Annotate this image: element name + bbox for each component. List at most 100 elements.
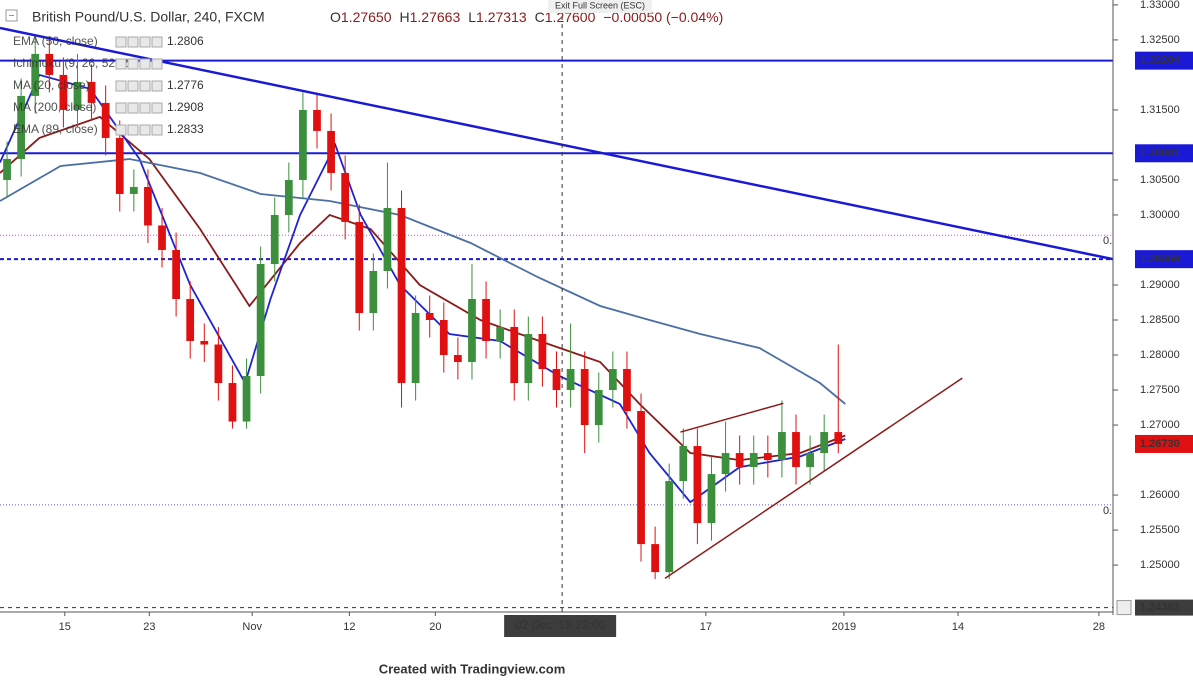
x-tick-label: 12 bbox=[343, 621, 355, 633]
candle-body bbox=[735, 453, 744, 468]
x-tick-label: 23 bbox=[143, 621, 155, 633]
y-tick-label: 1.32500 bbox=[1140, 34, 1180, 46]
crosshair-x-label: 02 Dec '18 22:00 bbox=[515, 618, 606, 632]
symbol-title: British Pound/U.S. Dollar, 240, FXCM bbox=[32, 9, 265, 25]
trendline bbox=[0, 26, 1114, 261]
indicator-legend-value: 1.2908 bbox=[167, 100, 204, 114]
indicator-icon[interactable] bbox=[139, 80, 151, 92]
indicator-legend-value: 1.2776 bbox=[167, 78, 204, 92]
candle-body bbox=[637, 411, 645, 545]
exit-fullscreen-button[interactable] bbox=[548, 0, 652, 13]
indicator-icon[interactable] bbox=[127, 80, 139, 92]
indicator-icon[interactable] bbox=[115, 36, 127, 48]
last-price-box bbox=[1135, 434, 1193, 453]
candle-body bbox=[693, 446, 702, 524]
candle-body bbox=[425, 313, 434, 321]
exit-fullscreen-text[interactable]: Exit Full Screen (ESC) bbox=[555, 0, 645, 10]
candle-body bbox=[129, 186, 138, 194]
indicator-icon[interactable] bbox=[139, 36, 151, 48]
x-tick-label: Nov bbox=[242, 621, 262, 633]
candle-body bbox=[327, 130, 335, 173]
indicator-icon[interactable] bbox=[151, 36, 163, 48]
trendline bbox=[680, 402, 784, 433]
candle-body bbox=[214, 344, 223, 384]
candle-body bbox=[313, 109, 321, 131]
candle-body bbox=[397, 207, 406, 384]
level-label: 1.30881 bbox=[1140, 147, 1180, 159]
y-tick-label: 1.28000 bbox=[1140, 349, 1180, 361]
indicator-icon[interactable] bbox=[127, 102, 139, 114]
candle-body bbox=[665, 481, 674, 573]
candle-body bbox=[270, 214, 279, 264]
y-tick-label: 1.31500 bbox=[1140, 104, 1180, 116]
quote-key: O bbox=[330, 9, 341, 25]
quote-key: H bbox=[400, 9, 410, 25]
candle-body bbox=[73, 81, 82, 110]
quote: O1.27650 H1.27663 L1.27313 C1.27600 −0.00050… bbox=[330, 9, 723, 25]
candle-body bbox=[468, 298, 476, 363]
x-tick-label: 15 bbox=[59, 621, 71, 633]
quote-value: 1.27650 bbox=[341, 9, 392, 25]
indicator-icon[interactable] bbox=[151, 102, 163, 114]
crosshair-x-box bbox=[504, 615, 617, 637]
candle-body bbox=[341, 172, 350, 222]
y-tick-label: 1.27500 bbox=[1140, 384, 1180, 396]
crosshair-y-box bbox=[1135, 599, 1193, 616]
candle-body bbox=[200, 341, 209, 345]
candle-body bbox=[454, 355, 462, 363]
candle-body bbox=[623, 369, 631, 412]
indicator-icon[interactable] bbox=[151, 80, 163, 92]
footer: Created with Tradingview.com bbox=[379, 661, 566, 676]
candle-body bbox=[707, 474, 716, 524]
candle-body bbox=[284, 179, 293, 215]
candle-body bbox=[158, 225, 166, 250]
indicator-icon[interactable] bbox=[139, 124, 151, 136]
level-label-box bbox=[1135, 144, 1193, 163]
indicator-icon[interactable] bbox=[127, 124, 139, 136]
candle-body bbox=[3, 158, 11, 180]
candle-body bbox=[355, 221, 364, 314]
crosshair-plus bbox=[1116, 600, 1132, 616]
candle-body bbox=[538, 334, 547, 370]
x-tick-label: 2019 bbox=[832, 621, 856, 633]
x-tick-label: 14 bbox=[952, 621, 964, 633]
quote-key: C bbox=[535, 9, 545, 25]
indicator-icon[interactable] bbox=[151, 124, 163, 136]
indicator-icon[interactable] bbox=[127, 58, 139, 70]
candle-body bbox=[749, 453, 758, 468]
level-label-box bbox=[1135, 51, 1193, 70]
last-price-label: 1.26730 bbox=[1140, 438, 1180, 450]
indicator-legend-name: MA (20, close) bbox=[13, 78, 90, 92]
collapse-icon[interactable] bbox=[5, 9, 18, 22]
candle-body bbox=[482, 298, 490, 342]
indicator-icon[interactable] bbox=[115, 58, 127, 70]
indicator-icon[interactable] bbox=[115, 124, 127, 136]
price-axis-background bbox=[1113, 0, 1193, 615]
indicator-icon[interactable] bbox=[115, 80, 127, 92]
candle-body bbox=[87, 81, 96, 103]
candle-body bbox=[256, 263, 265, 377]
candle-body bbox=[594, 390, 603, 426]
candle-body bbox=[369, 270, 378, 314]
candle-body bbox=[411, 313, 420, 384]
candle-body bbox=[115, 137, 124, 194]
candle-body bbox=[566, 369, 575, 391]
quote-value: 1.27313 bbox=[476, 9, 527, 25]
y-tick-label: 1.29000 bbox=[1140, 279, 1180, 291]
indicator-icon[interactable] bbox=[139, 102, 151, 114]
indicator-legend-name: Ichimoku (9, 26, 52, 26) bbox=[13, 56, 139, 70]
crosshair-y-label: 1.24393 bbox=[1140, 601, 1180, 613]
indicator-icon[interactable] bbox=[115, 102, 127, 114]
level-label: 1.29369 bbox=[1140, 253, 1180, 265]
indicator-icon[interactable] bbox=[127, 36, 139, 48]
indicator-icon[interactable] bbox=[139, 58, 151, 70]
quote-key: L bbox=[468, 9, 476, 25]
indicator-icon[interactable] bbox=[151, 58, 163, 70]
indicator-line bbox=[0, 158, 846, 405]
candle-body bbox=[510, 327, 519, 384]
candle-body bbox=[552, 369, 561, 391]
candle-body bbox=[439, 320, 448, 356]
